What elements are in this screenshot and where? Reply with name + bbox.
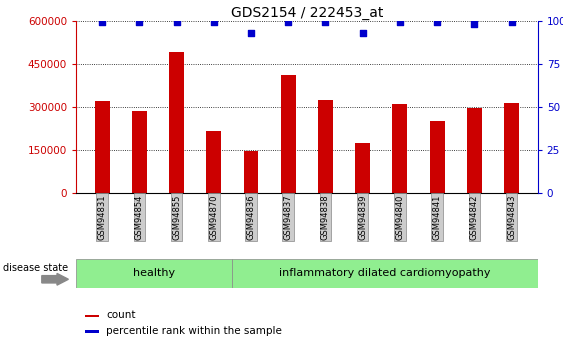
- Point: [247, 30, 256, 36]
- Text: GSM94840: GSM94840: [395, 195, 404, 240]
- Point: [209, 20, 218, 25]
- Bar: [206, 131, 221, 193]
- Text: GSM94842: GSM94842: [470, 195, 479, 240]
- Bar: [430, 121, 445, 193]
- Point: [135, 20, 144, 25]
- Text: GSM94854: GSM94854: [135, 195, 144, 240]
- Text: percentile rank within the sample: percentile rank within the sample: [106, 326, 282, 336]
- Point: [172, 20, 181, 25]
- Text: count: count: [106, 310, 136, 320]
- Bar: [85, 330, 99, 333]
- Bar: [467, 108, 482, 193]
- Bar: [233, 259, 538, 288]
- Title: GDS2154 / 222453_at: GDS2154 / 222453_at: [231, 6, 383, 20]
- Bar: [504, 103, 519, 193]
- Bar: [355, 144, 370, 193]
- Text: GSM94870: GSM94870: [209, 195, 218, 240]
- Bar: [76, 259, 233, 288]
- Bar: [169, 52, 184, 193]
- Bar: [392, 104, 408, 193]
- Text: GSM94839: GSM94839: [358, 195, 367, 240]
- Point: [321, 20, 330, 25]
- Text: GSM94841: GSM94841: [432, 195, 441, 240]
- Point: [97, 20, 106, 25]
- Point: [432, 20, 441, 25]
- Point: [470, 21, 479, 27]
- Bar: [244, 151, 258, 193]
- Bar: [85, 315, 99, 317]
- Bar: [132, 111, 147, 193]
- Text: GSM94836: GSM94836: [247, 195, 256, 240]
- Point: [507, 20, 516, 25]
- Point: [358, 30, 367, 36]
- Text: inflammatory dilated cardiomyopathy: inflammatory dilated cardiomyopathy: [279, 268, 491, 278]
- FancyArrow shape: [42, 273, 69, 285]
- Text: GSM94837: GSM94837: [284, 195, 293, 240]
- Text: GSM94855: GSM94855: [172, 195, 181, 240]
- Text: GSM94831: GSM94831: [97, 195, 106, 240]
- Text: disease state: disease state: [3, 263, 68, 273]
- Text: GSM94843: GSM94843: [507, 195, 516, 240]
- Point: [395, 20, 404, 25]
- Bar: [95, 101, 110, 193]
- Text: healthy: healthy: [133, 268, 175, 278]
- Bar: [281, 75, 296, 193]
- Point: [284, 20, 293, 25]
- Bar: [318, 100, 333, 193]
- Text: GSM94838: GSM94838: [321, 195, 330, 240]
